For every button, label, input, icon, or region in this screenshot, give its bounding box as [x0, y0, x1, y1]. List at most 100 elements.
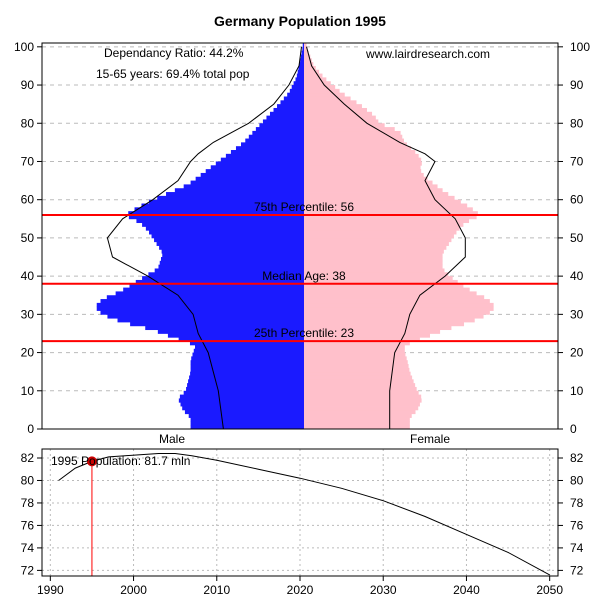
male-bar — [190, 180, 304, 185]
female-bar — [304, 107, 367, 113]
female-bar — [304, 234, 454, 239]
female-bar — [304, 402, 420, 407]
male-bar — [200, 172, 304, 178]
male-bar — [149, 230, 304, 235]
female-bar — [304, 276, 453, 281]
male-bar — [158, 264, 304, 269]
male-bar — [188, 379, 304, 384]
male-bar — [174, 188, 304, 193]
y-tick-label: 10 — [21, 384, 35, 398]
female-bar — [304, 291, 477, 296]
y-tick-label: 80 — [21, 116, 35, 130]
male-bar — [159, 245, 304, 250]
male-bar — [178, 398, 304, 403]
female-bar — [304, 398, 422, 403]
female-bar — [304, 237, 452, 243]
female-bar — [304, 58, 312, 63]
female-bar — [304, 230, 457, 235]
male-bar — [241, 142, 304, 147]
male-bar — [187, 383, 304, 388]
population-label: 1995 Population: 81.7 mln — [51, 454, 190, 468]
female-bar — [304, 375, 413, 380]
male-bar — [293, 81, 304, 86]
female-bar — [304, 180, 433, 185]
male-bar — [302, 43, 304, 48]
male-bar — [266, 115, 304, 120]
male-bar — [301, 50, 304, 55]
female-bar — [304, 211, 478, 216]
x-tick-label: 2000 — [120, 583, 147, 597]
pyramid-ticks: 0 0 10 10 20 20 30 30 40 40 50 50 60 60 70 70 80 80 90 90 10… — [14, 40, 590, 436]
female-bar — [304, 287, 470, 292]
female-bar — [304, 394, 422, 399]
male-bar — [248, 134, 304, 139]
female-bar — [304, 406, 419, 411]
male-bar — [220, 157, 304, 162]
source-text: www.lairdresearch.com — [365, 47, 490, 61]
female-bar — [304, 169, 422, 174]
y-tick-label: 76 — [21, 518, 35, 532]
percentile-label: Median Age: 38 — [262, 269, 346, 283]
chart-title: Germany Population 1995 — [214, 13, 386, 29]
female-bar — [304, 413, 412, 418]
male-bar — [183, 184, 304, 189]
female-bar — [304, 417, 410, 422]
male-bar — [186, 386, 304, 392]
female-bar — [304, 142, 407, 147]
male-bar — [96, 302, 304, 308]
male-bar — [262, 119, 304, 124]
female-bar — [304, 348, 405, 353]
male-bar — [134, 207, 304, 212]
male-bar — [162, 253, 304, 258]
y-tick-label: 40 — [570, 269, 584, 283]
female-bar — [304, 157, 422, 162]
female-bar — [304, 352, 406, 357]
male-bar — [107, 314, 304, 319]
male-bar — [302, 46, 304, 52]
y-tick-label: 80 — [21, 473, 35, 487]
male-bar — [191, 356, 304, 361]
y-tick-label: 76 — [570, 518, 584, 532]
female-bar — [304, 218, 470, 224]
male-bar — [106, 295, 304, 300]
male-bar — [156, 241, 304, 246]
female-bar — [304, 192, 449, 197]
male-bar — [179, 394, 304, 399]
female-bar — [304, 62, 314, 67]
female-bar — [304, 119, 379, 124]
male-bar — [296, 73, 304, 78]
female-bar — [304, 344, 405, 350]
percentile-lines: 25th Percentile: 23 Median Age: 38 75th Pe… — [42, 200, 558, 343]
male-bar — [299, 62, 304, 67]
male-bar — [205, 169, 304, 174]
y-tick-label: 0 — [570, 422, 577, 436]
projection-outline — [106, 46, 466, 430]
female-bar — [304, 222, 464, 227]
female-bar — [304, 226, 460, 231]
female-bar — [304, 88, 340, 94]
male-bar — [269, 111, 304, 117]
female-bar — [304, 77, 327, 82]
male-bar — [192, 352, 304, 357]
female-bar — [304, 172, 424, 178]
female-bar — [304, 272, 449, 277]
male-bar — [151, 234, 304, 239]
female-bar — [304, 241, 449, 246]
male-bar — [128, 214, 304, 220]
female-bar — [304, 176, 428, 181]
y-tick-label: 82 — [21, 451, 35, 465]
female-bar — [304, 130, 401, 136]
male-bar — [252, 130, 304, 136]
y-tick-label: 80 — [570, 116, 584, 130]
female-bar — [304, 43, 307, 48]
female-bar — [304, 92, 345, 97]
female-bar — [304, 150, 416, 155]
male-bar — [178, 337, 304, 342]
female-bar — [304, 69, 320, 74]
male-bar — [295, 77, 304, 82]
female-bar — [304, 249, 444, 254]
male-bar — [190, 417, 304, 422]
male-bar — [184, 409, 304, 415]
female-bar — [304, 203, 468, 208]
male-bar — [117, 318, 305, 323]
